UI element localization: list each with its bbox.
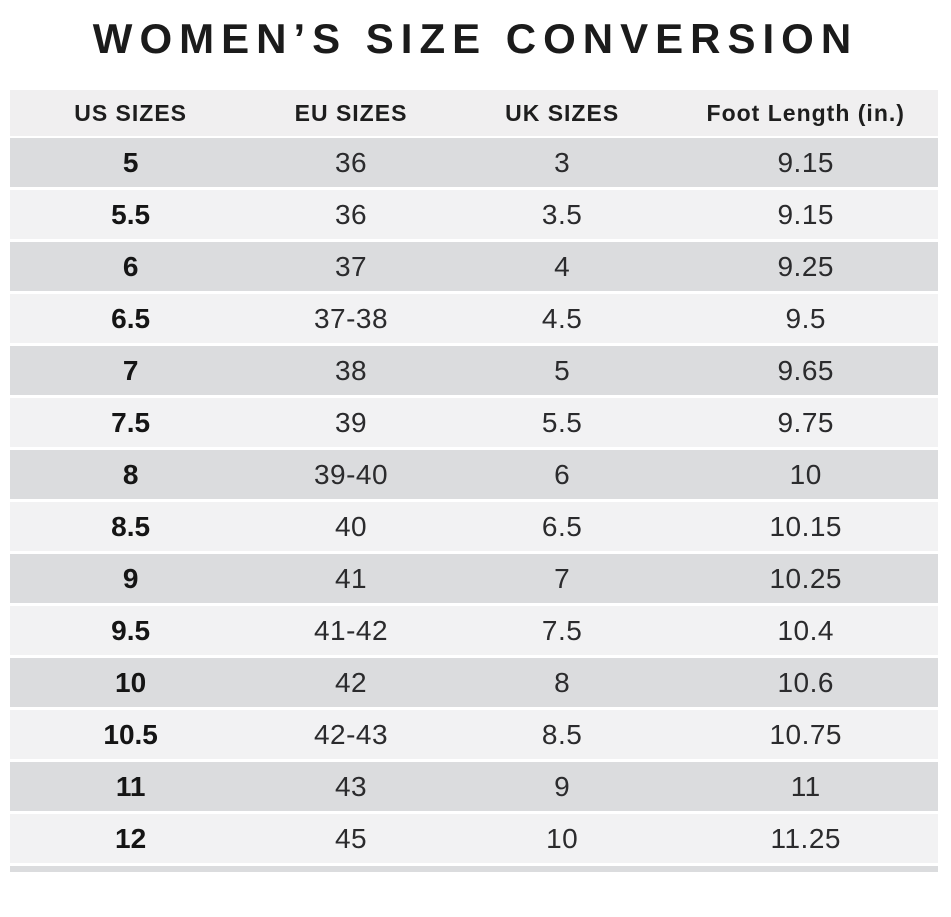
- cell-uk: 6: [554, 458, 571, 490]
- cell-uk: 3.5: [541, 198, 583, 230]
- cell-us: 8: [122, 458, 139, 490]
- cell-foot: 9.5: [785, 302, 826, 334]
- cell-uk: 3: [554, 146, 571, 178]
- cell-eu: 39-40: [313, 458, 389, 490]
- table-row: 9.5 41-42 7.5 10.4: [10, 606, 938, 658]
- cell-uk: 8.5: [541, 718, 583, 750]
- page-title: WOMEN’S SIZE CONVERSION: [92, 15, 859, 62]
- cell-us: 6.5: [111, 302, 151, 334]
- cell-us: 12: [115, 822, 147, 854]
- column-header-eu: EU SIZES: [294, 99, 408, 126]
- table-header-row: US SIZES EU SIZES UK SIZES Foot Length (…: [10, 90, 938, 138]
- cell-foot: 11: [790, 770, 821, 802]
- table-row: 9 41 7 10.25: [10, 554, 938, 606]
- cell-uk: 4: [554, 250, 571, 282]
- cell-foot: 9.75: [777, 406, 834, 438]
- table-row: 5.5 36 3.5 9.15: [10, 190, 938, 242]
- cell-eu: 40: [334, 510, 368, 542]
- cell-uk: 5.5: [541, 406, 583, 438]
- cell-foot: 9.65: [777, 354, 834, 386]
- cell-eu: 41-42: [313, 614, 389, 646]
- table-row: 11 43 9 11: [10, 762, 938, 814]
- table-row: 6.5 37-38 4.5 9.5: [10, 294, 938, 346]
- cell-eu: 42: [334, 666, 368, 698]
- cell-eu: 37-38: [313, 302, 389, 334]
- cell-uk: 10: [546, 822, 579, 854]
- cell-eu: 36: [334, 198, 368, 230]
- cell-us: 7: [122, 354, 139, 386]
- cell-eu: 39: [334, 406, 368, 438]
- cell-eu: 36: [334, 146, 368, 178]
- table-row: 10.5 42-43 8.5 10.75: [10, 710, 938, 762]
- cell-foot: 10.6: [777, 666, 834, 698]
- cell-eu: 41: [334, 562, 368, 594]
- cell-uk: 7.5: [541, 614, 583, 646]
- size-conversion-table: US SIZES EU SIZES UK SIZES Foot Length (…: [10, 90, 938, 872]
- cell-eu: 37: [334, 250, 368, 282]
- cell-foot: 11.25: [770, 822, 841, 854]
- cell-uk: 7: [554, 562, 571, 594]
- column-header-uk: UK SIZES: [505, 99, 620, 126]
- table-row: 8 39-40 6 10: [10, 450, 938, 502]
- cell-eu: 43: [334, 770, 368, 802]
- cell-uk: 4.5: [541, 302, 583, 334]
- cell-us: 6: [122, 250, 139, 282]
- cell-foot: 10: [789, 458, 822, 490]
- table-row: 7 38 5 9.65: [10, 346, 938, 398]
- table-row: 10 42 8 10.6: [10, 658, 938, 710]
- cell-uk: 9: [554, 770, 571, 802]
- cell-foot: 10.25: [769, 562, 843, 594]
- cell-eu: 45: [334, 822, 368, 854]
- cell-foot: 9.15: [777, 198, 834, 230]
- cell-uk: 6.5: [541, 510, 583, 542]
- cell-eu: 42-43: [313, 718, 389, 750]
- cell-foot: 10.75: [769, 718, 843, 750]
- next-row-partial-strip: [10, 866, 938, 872]
- cell-foot: 10.4: [777, 614, 834, 646]
- cell-foot: 9.15: [777, 146, 834, 178]
- cell-us: 5: [122, 146, 139, 178]
- table-row: 12 45 10 11.25: [10, 814, 938, 866]
- cell-us: 7.5: [111, 406, 151, 438]
- table-row: 7.5 39 5.5 9.75: [10, 398, 938, 450]
- cell-uk: 5: [554, 354, 571, 386]
- cell-us: 9: [122, 562, 139, 594]
- cell-us: 11: [115, 770, 146, 802]
- cell-eu: 38: [334, 354, 368, 386]
- cell-us: 9.5: [111, 614, 151, 646]
- table-row: 8.5 40 6.5 10.15: [10, 502, 938, 554]
- column-header-foot-length: Foot Length (in.): [706, 99, 905, 126]
- cell-us: 8.5: [111, 510, 151, 542]
- column-header-us: US SIZES: [74, 99, 188, 126]
- cell-foot: 9.25: [777, 250, 834, 282]
- table-row: 5 36 3 9.15: [10, 138, 938, 190]
- table-body: 5 36 3 9.15 5.5 36 3.5 9.15 6 37 4 9.25 6.5 37-38 4.5 9…: [10, 138, 938, 866]
- table-row: 6 37 4 9.25: [10, 242, 938, 294]
- cell-us: 10.5: [103, 718, 158, 750]
- cell-uk: 8: [554, 666, 571, 698]
- cell-us: 5.5: [111, 198, 151, 230]
- cell-foot: 10.15: [769, 510, 843, 542]
- cell-us: 10: [115, 666, 147, 698]
